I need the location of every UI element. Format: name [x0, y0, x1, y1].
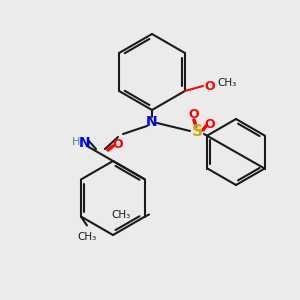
Text: O: O: [189, 109, 199, 122]
Text: CH₃: CH₃: [112, 209, 131, 220]
Text: N: N: [146, 115, 158, 129]
Text: CH₃: CH₃: [77, 232, 97, 242]
Text: S: S: [191, 124, 203, 140]
Text: O: O: [205, 118, 215, 131]
Text: O: O: [204, 80, 214, 92]
Text: N: N: [79, 136, 91, 150]
Text: O: O: [113, 139, 123, 152]
Text: CH₃: CH₃: [217, 78, 236, 88]
Text: H: H: [72, 137, 80, 147]
